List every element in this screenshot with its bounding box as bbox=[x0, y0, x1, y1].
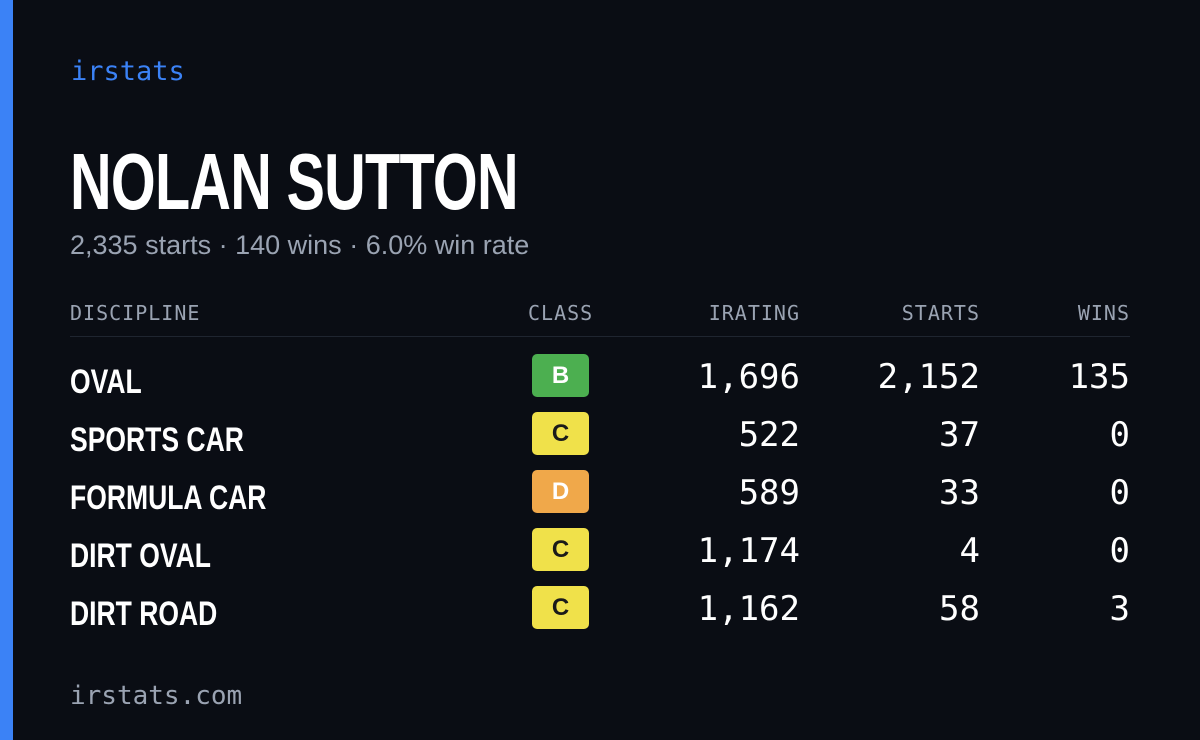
stats-table-body: OVAL B 1,696 2,152 135 SPORTS CAR C 522 … bbox=[70, 350, 1130, 640]
summary-separator: · bbox=[218, 230, 228, 260]
wins-value: 3 bbox=[1109, 589, 1130, 629]
irating-value: 1,174 bbox=[697, 531, 800, 571]
header-class: CLASS bbox=[528, 301, 594, 325]
starts-value: 4 bbox=[959, 531, 980, 571]
starts-value: 2,152 bbox=[877, 357, 980, 397]
stats-table-header: DISCIPLINE CLASS IRATING STARTS WINS bbox=[70, 300, 1130, 337]
summary-win-rate: 6.0% win rate bbox=[365, 230, 530, 260]
starts-value: 58 bbox=[939, 589, 980, 629]
header-irating: IRATING bbox=[708, 301, 800, 325]
discipline-name: OVAL bbox=[70, 363, 142, 401]
driver-name: NOLAN SUTTON bbox=[70, 137, 519, 226]
header-wins: WINS bbox=[1077, 301, 1130, 325]
class-badge: C bbox=[532, 586, 589, 629]
summary-starts: 2,335 starts bbox=[70, 230, 212, 260]
brand-logo-text: irstats bbox=[71, 56, 185, 87]
table-row: DIRT ROAD C 1,162 58 3 bbox=[70, 582, 1130, 640]
irating-value: 1,696 bbox=[697, 357, 800, 397]
starts-value: 37 bbox=[939, 415, 980, 455]
header-discipline: DISCIPLINE bbox=[70, 301, 201, 325]
accent-bar bbox=[0, 0, 13, 740]
table-row: DIRT OVAL C 1,174 4 0 bbox=[70, 524, 1130, 582]
irating-value: 522 bbox=[738, 415, 800, 455]
class-badge: D bbox=[532, 470, 589, 513]
wins-value: 0 bbox=[1109, 473, 1130, 513]
header-starts: STARTS bbox=[901, 301, 980, 325]
summary-wins: 140 wins bbox=[235, 230, 342, 260]
wins-value: 135 bbox=[1068, 357, 1130, 397]
table-row: SPORTS CAR C 522 37 0 bbox=[70, 408, 1130, 466]
footer-url: irstats.com bbox=[70, 681, 243, 711]
starts-value: 33 bbox=[939, 473, 980, 513]
class-badge: C bbox=[532, 412, 589, 455]
table-row: FORMULA CAR D 589 33 0 bbox=[70, 466, 1130, 524]
driver-summary: 2,335 starts · 140 wins · 6.0% win rate bbox=[70, 228, 529, 262]
class-badge: B bbox=[532, 354, 589, 397]
summary-separator: · bbox=[349, 230, 359, 260]
wins-value: 0 bbox=[1109, 415, 1130, 455]
wins-value: 0 bbox=[1109, 531, 1130, 571]
discipline-name: DIRT OVAL bbox=[70, 537, 211, 575]
class-badge: C bbox=[532, 528, 589, 571]
discipline-name: SPORTS CAR bbox=[70, 421, 244, 459]
discipline-name: FORMULA CAR bbox=[70, 479, 267, 517]
irating-value: 589 bbox=[738, 473, 800, 513]
discipline-name: DIRT ROAD bbox=[70, 595, 218, 633]
irating-value: 1,162 bbox=[697, 589, 800, 629]
table-row: OVAL B 1,696 2,152 135 bbox=[70, 350, 1130, 408]
